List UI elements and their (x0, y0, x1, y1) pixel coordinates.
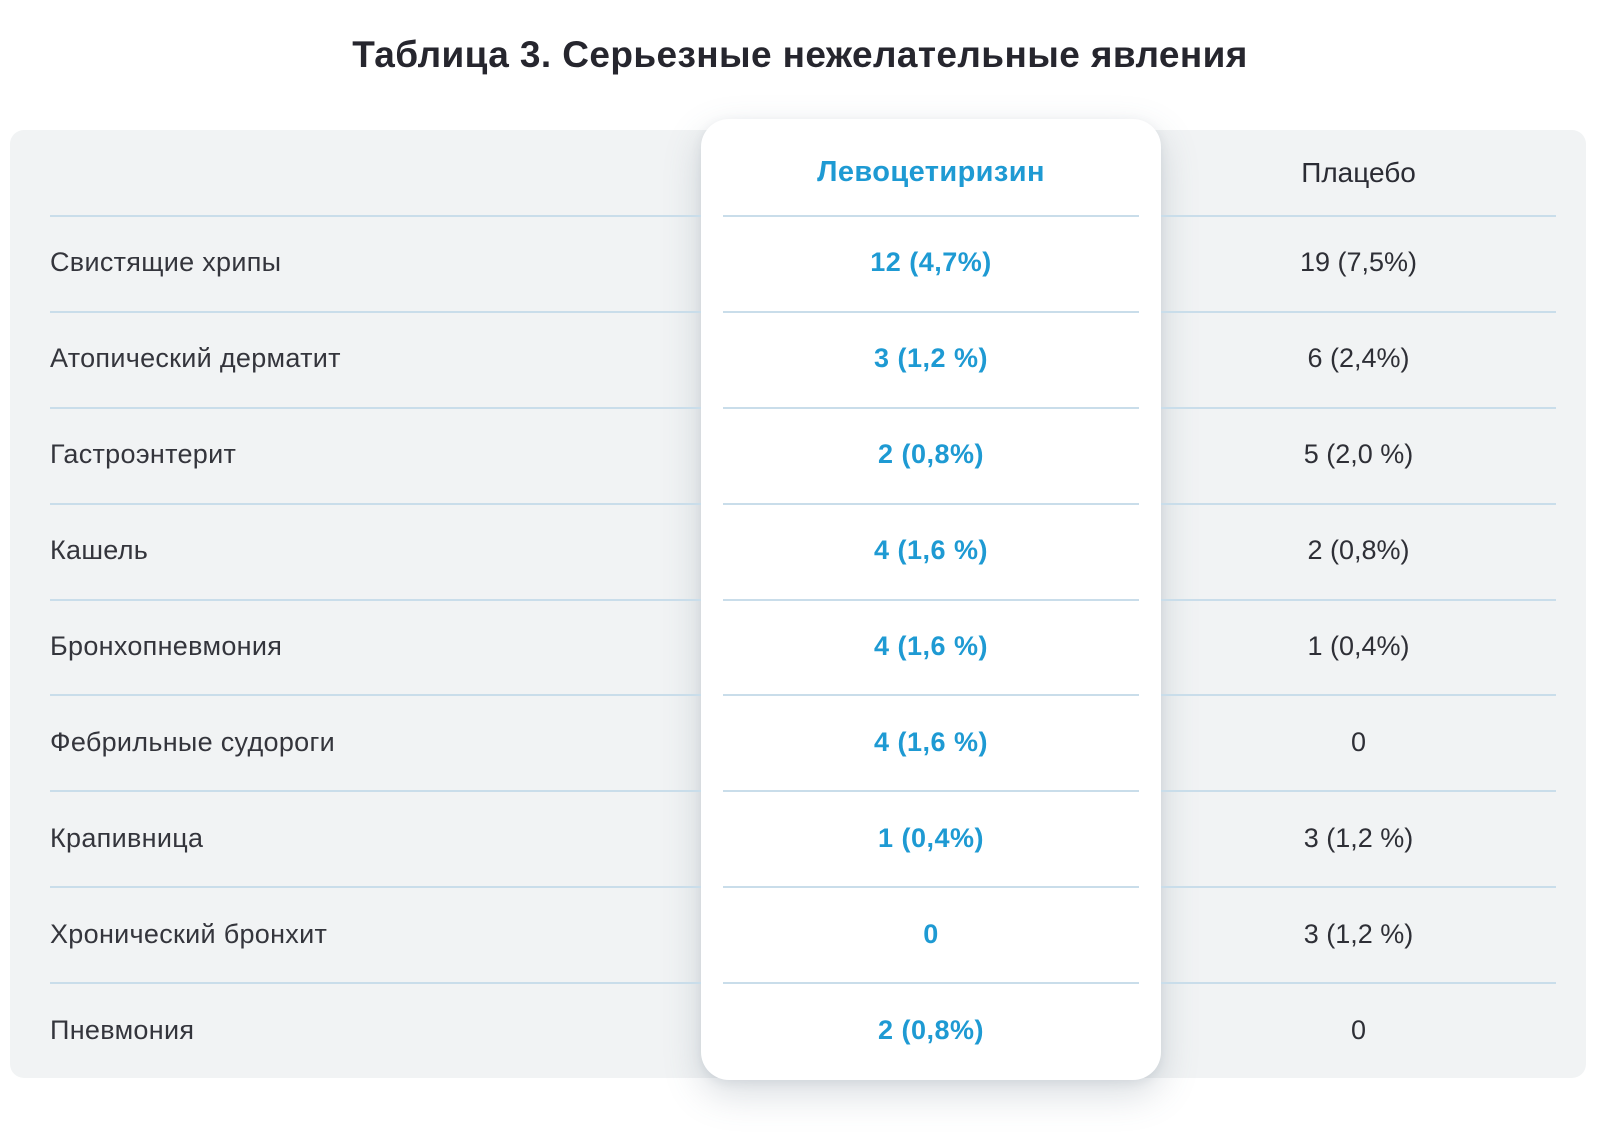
event-name-cell: Кашель (10, 502, 701, 599)
levocetirizine-value-cell: 12 (4,7%) (701, 215, 1161, 311)
adverse-events-table: Левоцетиризин Плацебо Свистящие хрипы 12… (10, 119, 1586, 1080)
levocetirizine-value-cell: 4 (1,6 %) (701, 598, 1161, 695)
placebo-value-cell: 19 (7,5%) (1161, 215, 1586, 311)
column-header-levocetirizine: Левоцетиризин (817, 156, 1045, 188)
placebo-value-cell: 0 (1161, 694, 1586, 790)
placebo-value-cell: 3 (1,2 %) (1161, 886, 1586, 982)
table-title: Таблица 3. Серьезные нежелательные явлен… (352, 34, 1248, 75)
event-name-cell: Пневмония (10, 982, 701, 1078)
column-header-placebo: Плацебо (1301, 156, 1416, 188)
placebo-value-cell: 2 (0,8%) (1161, 502, 1586, 599)
levocetirizine-value-cell: 3 (1,2 %) (701, 310, 1161, 407)
event-name-cell: Атопический дерматит (10, 310, 701, 407)
levocetirizine-value-cell: 4 (1,6 %) (701, 694, 1161, 790)
placebo-value-cell: 1 (0,4%) (1161, 598, 1586, 695)
event-name-cell: Хронический бронхит (10, 886, 701, 982)
event-name-cell: Гастроэнтерит (10, 406, 701, 503)
levocetirizine-value-cell: 4 (1,6 %) (701, 502, 1161, 599)
placebo-value-cell: 3 (1,2 %) (1161, 790, 1586, 886)
levocetirizine-value-cell: 0 (701, 886, 1161, 982)
table-grid: Левоцетиризин Плацебо Свистящие хрипы 12… (10, 130, 1586, 1078)
event-name-cell: Фебрильные судороги (10, 694, 701, 790)
levocetirizine-value-cell: 2 (0,8%) (701, 982, 1161, 1078)
event-name-cell: Бронхопневмония (10, 598, 701, 695)
placebo-value-cell: 0 (1161, 982, 1586, 1078)
event-name-cell: Крапивница (10, 790, 701, 886)
levocetirizine-value-cell: 2 (0,8%) (701, 406, 1161, 503)
levocetirizine-value-cell: 1 (0,4%) (701, 790, 1161, 886)
placebo-value-cell: 5 (2,0 %) (1161, 406, 1586, 503)
placebo-value-cell: 6 (2,4%) (1161, 310, 1586, 407)
column-header-empty (10, 130, 701, 215)
event-name-cell: Свистящие хрипы (10, 215, 701, 311)
